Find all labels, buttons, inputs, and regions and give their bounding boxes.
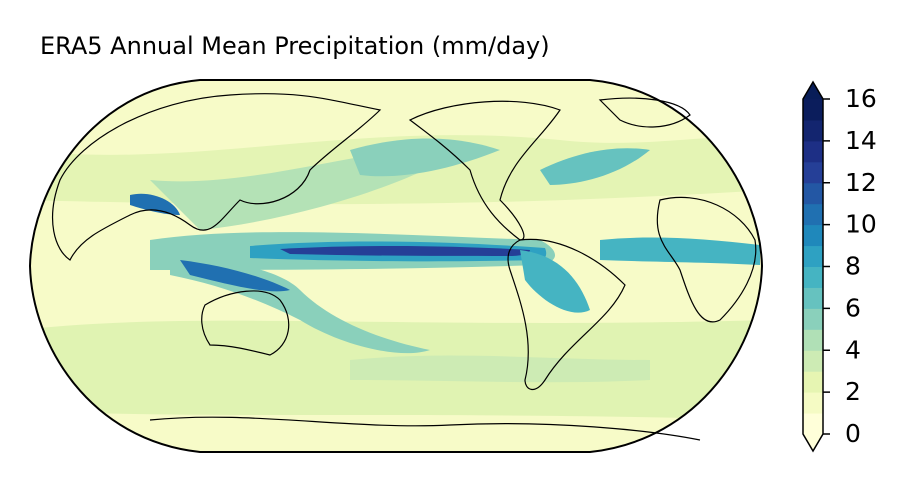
- colorbar-tick-label: 0: [845, 419, 861, 448]
- colorbar-segment: [803, 245, 823, 267]
- colorbar-segment: [803, 392, 823, 414]
- colorbar-tick-label: 16: [845, 84, 877, 113]
- map-title: ERA5 Annual Mean Precipitation (mm/day): [40, 32, 550, 60]
- colorbar-segment: [803, 182, 823, 205]
- colorbar-tick-label: 10: [845, 210, 877, 239]
- colorbar-segment: [803, 371, 823, 393]
- colorbar: 0 2 4 6 8 10 12 14 16: [802, 80, 877, 453]
- colorbar-segment: [803, 203, 823, 226]
- precipitation-field: [30, 80, 762, 452]
- colorbar-segment: [803, 140, 823, 163]
- colorbar-segment: [803, 308, 823, 330]
- colorbar-tick-label: 6: [845, 293, 861, 322]
- colorbar-segment: [803, 266, 823, 288]
- colorbar-segment: [803, 350, 823, 372]
- colorbar-segment: [803, 99, 823, 121]
- colorbar-tick-label: 12: [845, 168, 877, 197]
- coastlines: [52, 93, 757, 441]
- colorbar-over: [803, 82, 823, 99]
- colorbar-segment: [803, 413, 823, 435]
- colorbar-tick-label: 4: [845, 335, 861, 364]
- colorbar-segment: [803, 329, 823, 351]
- colorbar-segment: [803, 119, 823, 142]
- colorbar-segment: [803, 161, 823, 184]
- map-frame: [28, 79, 764, 453]
- colorbar-tick-label: 8: [845, 252, 861, 281]
- colorbar-segment: [803, 224, 823, 247]
- colorbar-tick-label: 2: [845, 377, 861, 406]
- colorbar-segment: [803, 287, 823, 309]
- colorbar-tick-label: 14: [845, 126, 877, 155]
- colorbar-under: [803, 434, 823, 451]
